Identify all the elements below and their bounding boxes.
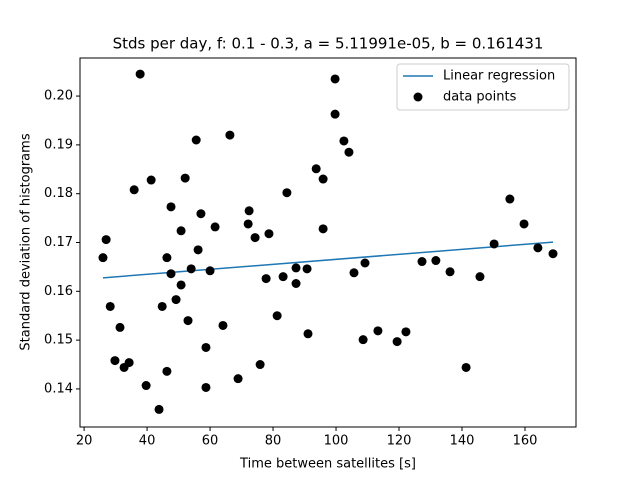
data-point (461, 362, 471, 372)
data-point (533, 243, 543, 253)
data-point (318, 224, 328, 234)
data-point (344, 147, 354, 157)
data-point (201, 382, 211, 392)
data-point (243, 219, 253, 229)
data-point (318, 174, 328, 184)
data-point (225, 130, 235, 140)
y-tick-label: 0.15 (44, 333, 73, 348)
x-tick-label: 140 (450, 434, 475, 449)
data-point (186, 264, 196, 274)
data-point (401, 327, 411, 337)
chart-title: Stds per day, f: 0.1 - 0.3, a = 5.11991e… (113, 35, 544, 53)
data-point (157, 301, 167, 311)
data-point (105, 301, 115, 311)
data-point (162, 366, 172, 376)
data-point (358, 335, 368, 345)
data-point (291, 279, 301, 288)
legend-label: data points (443, 90, 517, 105)
data-point (291, 263, 301, 273)
data-point (201, 342, 211, 352)
data-point (166, 202, 176, 212)
x-tick-label: 20 (76, 434, 93, 449)
data-point (489, 239, 499, 249)
y-axis-label: Standard deviation of histograms (19, 133, 34, 350)
data-point (205, 266, 215, 276)
data-point (135, 69, 145, 79)
data-point (330, 74, 340, 84)
legend-marker (413, 92, 423, 102)
data-point (392, 337, 402, 347)
x-tick-label: 160 (513, 434, 538, 449)
data-point (360, 258, 370, 268)
data-point (233, 374, 243, 384)
data-point (193, 245, 203, 255)
data-point (176, 226, 186, 236)
y-tick-label: 0.19 (44, 137, 73, 152)
x-tick-label: 60 (202, 434, 219, 449)
data-point (445, 267, 455, 277)
data-point (519, 219, 529, 229)
data-point (154, 404, 164, 414)
regression-line (102, 241, 554, 279)
data-point (196, 209, 206, 219)
y-tick-label: 0.18 (44, 186, 73, 201)
data-point (278, 272, 288, 282)
data-point (218, 320, 228, 330)
data-point (162, 253, 172, 263)
data-point (191, 135, 201, 145)
data-point (417, 257, 427, 267)
y-tick-label: 0.20 (44, 89, 73, 104)
data-point (475, 272, 485, 282)
data-point (255, 360, 265, 370)
y-tick-label: 0.16 (44, 284, 73, 299)
data-point (349, 268, 359, 278)
data-point (272, 311, 282, 321)
data-point (244, 206, 254, 216)
data-point (129, 185, 139, 195)
y-tick-label: 0.17 (44, 235, 73, 250)
legend-box (396, 63, 570, 111)
data-point (171, 295, 181, 305)
data-point (180, 173, 190, 183)
data-point (166, 269, 176, 279)
x-tick-label: 40 (139, 434, 156, 449)
data-point (339, 136, 349, 146)
data-point (303, 329, 313, 339)
data-point (98, 253, 108, 263)
data-point (264, 229, 274, 239)
data-point (261, 274, 271, 284)
data-point (431, 256, 441, 266)
data-point (183, 316, 193, 326)
x-tick-label: 120 (387, 434, 412, 449)
data-point (176, 280, 186, 290)
data-point (146, 175, 156, 185)
data-point (330, 109, 340, 119)
x-tick-label: 100 (324, 434, 349, 449)
data-point (110, 356, 120, 366)
data-point (311, 164, 321, 174)
data-point (548, 249, 558, 259)
x-tick-label: 80 (265, 434, 282, 449)
data-point (505, 194, 515, 204)
data-point (115, 322, 125, 332)
axes-frame (79, 57, 577, 428)
data-point (141, 381, 151, 391)
data-point (101, 235, 111, 245)
legend-label: Linear regression (443, 69, 555, 84)
data-point (282, 188, 292, 198)
y-tick-label: 0.14 (44, 381, 73, 396)
data-point (124, 358, 134, 368)
data-point (250, 233, 260, 243)
data-point (373, 326, 383, 336)
data-point (210, 222, 220, 232)
data-point (302, 264, 312, 274)
x-axis-label: Time between satellites [s] (239, 457, 416, 472)
